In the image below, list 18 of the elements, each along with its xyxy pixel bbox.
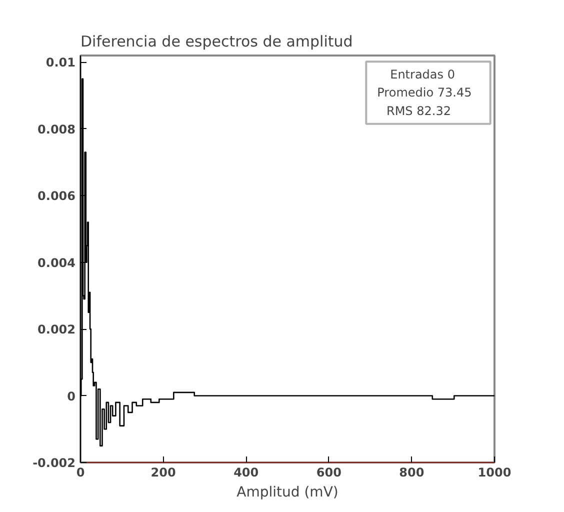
annotation: RMS 82.32: [386, 104, 451, 118]
x-tick-label: 0: [76, 466, 85, 480]
y-tick-label: 0.002: [38, 322, 76, 337]
x-tick-label: 800: [399, 466, 424, 480]
y-tick-label: 0.006: [38, 189, 76, 204]
y-tick-label: 0.008: [38, 122, 76, 136]
x-tick-label: 400: [234, 466, 259, 480]
y-tick-label: -0.002: [32, 456, 76, 470]
y-tick-label: 0: [67, 389, 76, 404]
y-tick-label: 0.01: [46, 56, 76, 70]
y-tick-label: 0.004: [38, 256, 76, 270]
annotation: Promedio 73.45: [377, 86, 472, 100]
chart-title: Diferencia de espectros de amplitud: [80, 32, 353, 50]
x-axis-title: Amplitud (mV): [236, 484, 338, 500]
x-tick-label: 1000: [478, 466, 512, 480]
x-tick-label: 600: [316, 466, 342, 480]
annotation: Entradas 0: [390, 67, 455, 82]
x-tick-label: 200: [150, 466, 176, 480]
